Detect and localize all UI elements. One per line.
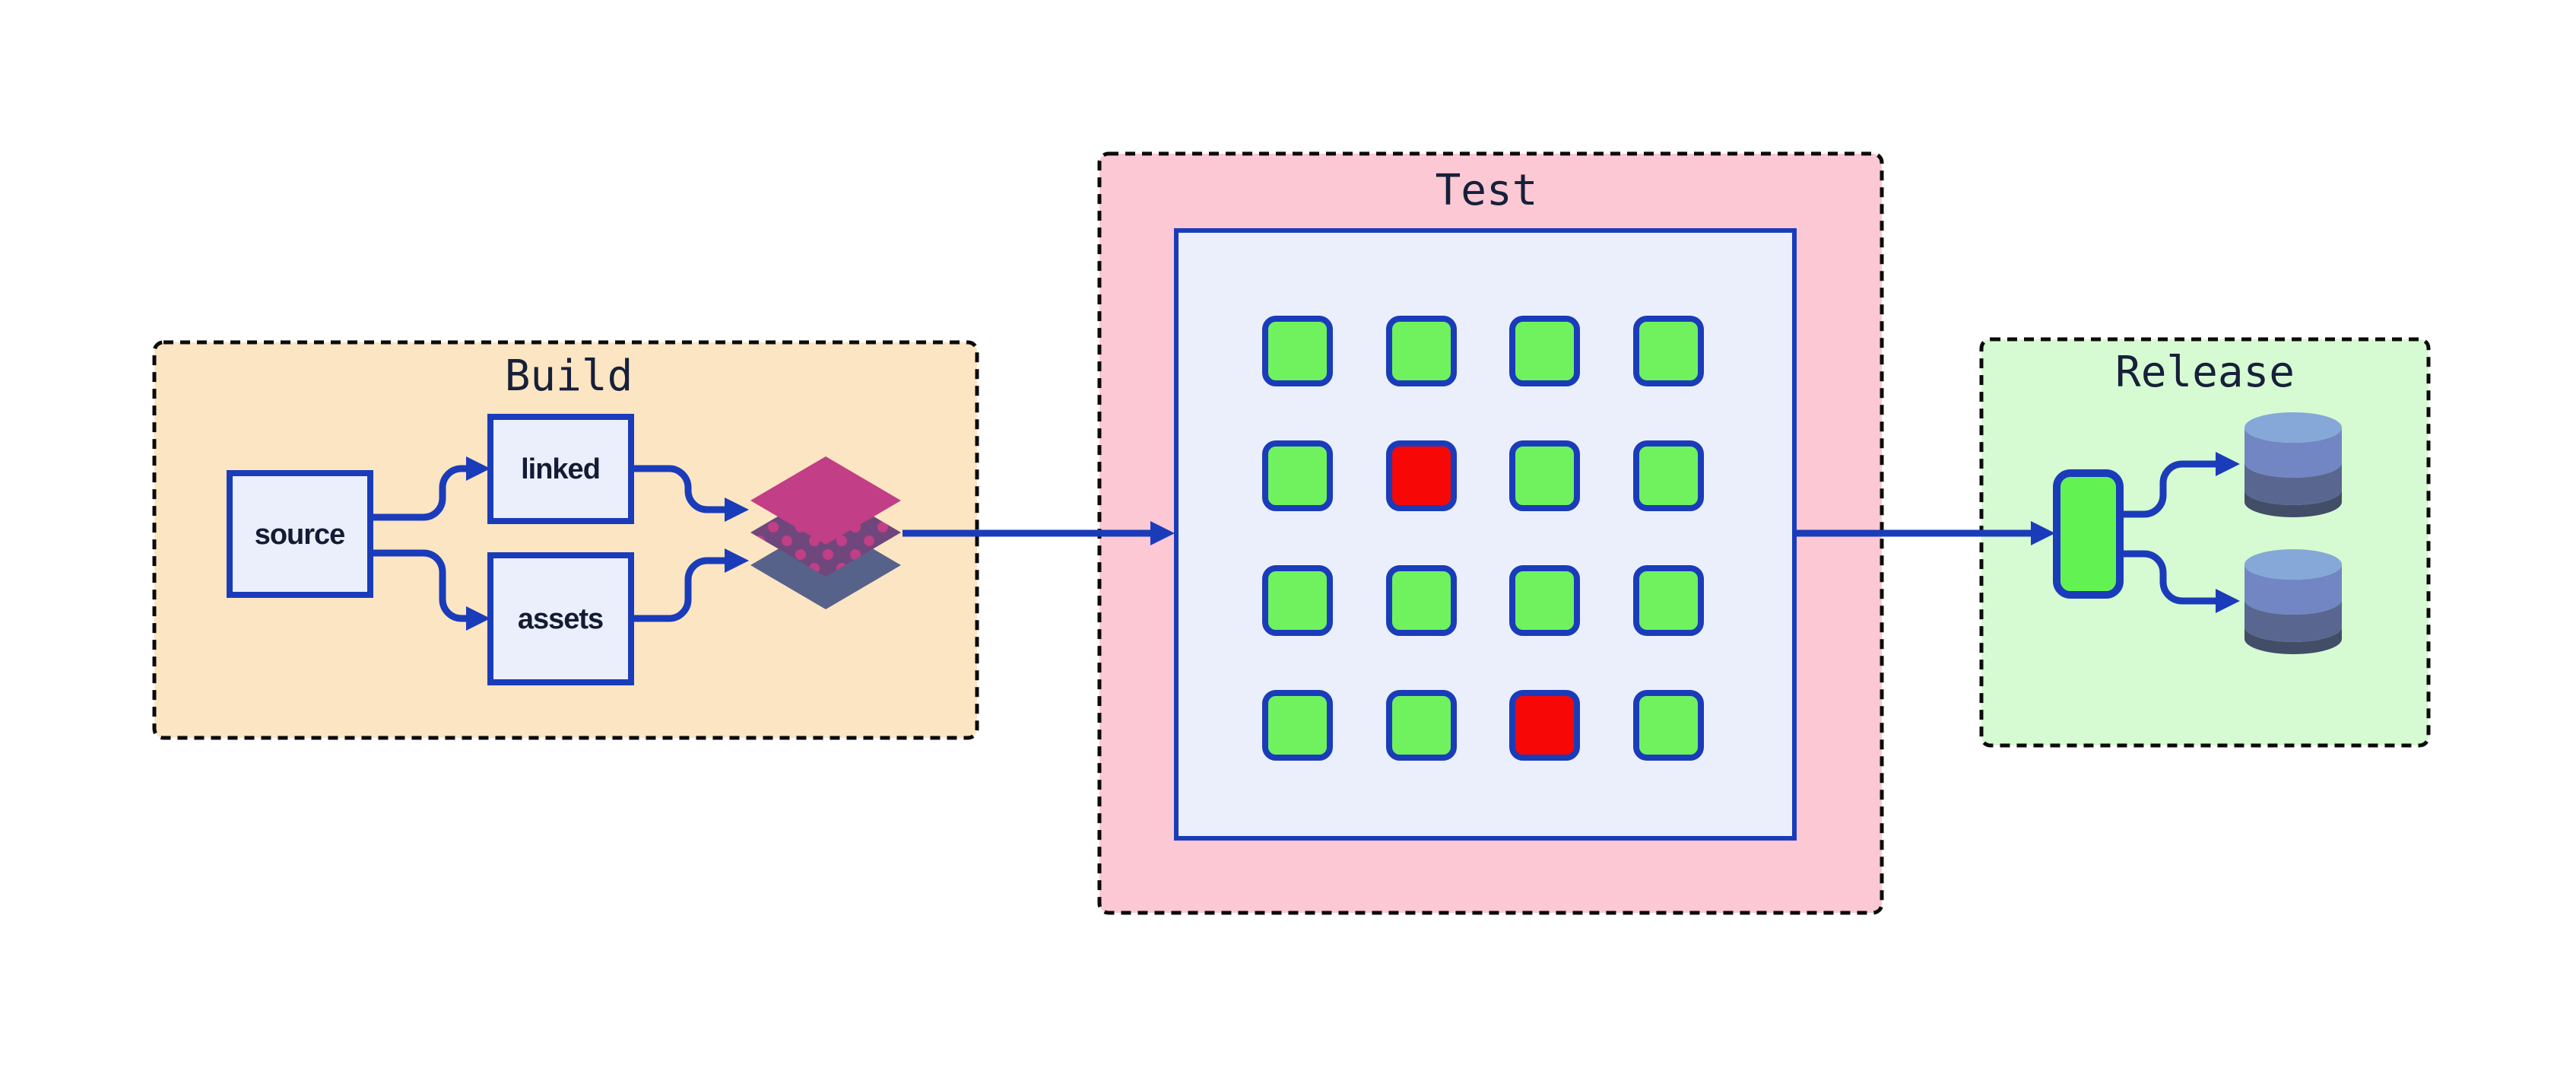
node-linked [487, 414, 634, 524]
node-assets-label: assets [518, 603, 603, 635]
db2-top [2244, 549, 2342, 580]
arrowhead-linked-layers [725, 497, 749, 522]
arrowhead-test-release [2031, 521, 2055, 545]
test-cell-pass [1509, 565, 1580, 636]
test-cell-pass [1262, 440, 1333, 511]
section-build: Build source linked assets [152, 340, 979, 740]
edge-package-db1 [2120, 460, 2216, 518]
test-title: Test [1436, 166, 1538, 215]
db2-band-upper [2244, 564, 2342, 615]
arrowhead-build-test [1150, 521, 1175, 545]
edge-source-linked [370, 465, 466, 521]
test-cell-fail [1386, 440, 1457, 511]
build-title: Build [505, 351, 633, 401]
build-container [152, 340, 979, 740]
test-cell-fail [1509, 690, 1580, 761]
test-cell-pass [1633, 440, 1704, 511]
test-cell-pass [1386, 316, 1457, 386]
test-cell-pass [1633, 690, 1704, 761]
db2-band-dark [2244, 627, 2342, 654]
release-container [1979, 337, 2431, 748]
node-linked-label: linked [521, 453, 600, 485]
test-cell-pass [1386, 565, 1457, 636]
release-title: Release [2115, 348, 2295, 397]
test-cell-pass [1386, 690, 1457, 761]
edge-assets-layers [631, 557, 725, 622]
test-cell-pass [1509, 440, 1580, 511]
db1-band-upper [2244, 428, 2342, 478]
db2-band-mid [2244, 599, 2342, 642]
layers-icon [750, 456, 901, 609]
section-release: Release [1979, 337, 2431, 748]
database-icon [2244, 549, 2342, 654]
section-test: Test [1097, 151, 1884, 915]
layers-icon-top [750, 456, 901, 545]
edge-linked-layers [631, 465, 725, 513]
arrowhead-package-db1 [2216, 452, 2240, 476]
test-cell-pass [1262, 565, 1333, 636]
test-cell-pass [1633, 316, 1704, 386]
test-cell-pass [1262, 316, 1333, 386]
node-source [227, 470, 373, 598]
node-source-label: source [255, 519, 345, 551]
db1-band-dark [2244, 490, 2342, 517]
edge-source-assets [370, 549, 466, 622]
node-assets [487, 552, 634, 685]
db1-top [2244, 412, 2342, 443]
arrowhead-source-linked [466, 456, 490, 481]
database-icon [2244, 412, 2342, 517]
edge-package-db2 [2120, 550, 2216, 605]
test-cell-pass [1509, 316, 1580, 386]
test-cell-pass [1262, 690, 1333, 761]
arrowhead-assets-layers [725, 548, 749, 573]
arrowhead-source-assets [466, 606, 490, 631]
arrowhead-package-db2 [2216, 589, 2240, 613]
test-grid [1262, 316, 1704, 761]
db1-band-mid [2244, 462, 2342, 505]
package-icon [2053, 469, 2124, 599]
test-cell-pass [1633, 565, 1704, 636]
